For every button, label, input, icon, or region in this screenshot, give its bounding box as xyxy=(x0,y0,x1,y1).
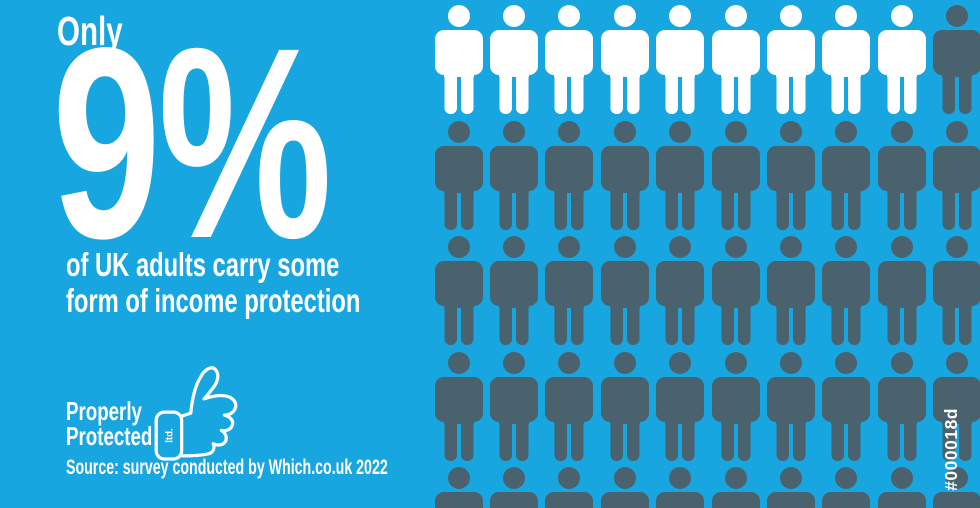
person-icon xyxy=(598,235,652,346)
person-icon xyxy=(487,351,541,462)
logo-line-2: Protected xyxy=(66,421,153,451)
person-icon xyxy=(930,4,980,115)
person-icon-highlighted xyxy=(709,4,763,115)
person-icon-highlighted xyxy=(432,4,486,115)
person-icon xyxy=(764,120,818,231)
person-icon xyxy=(432,351,486,462)
person-icon-highlighted xyxy=(764,4,818,115)
kicker-label: Only xyxy=(57,8,123,54)
person-icon xyxy=(653,120,707,231)
person-icon xyxy=(653,466,707,508)
person-icon xyxy=(930,235,980,346)
person-icon-highlighted xyxy=(542,4,596,115)
source-text: Source: survey conducted by Which.co.uk … xyxy=(66,455,388,479)
person-icon xyxy=(819,351,873,462)
person-icon xyxy=(487,235,541,346)
person-icon xyxy=(709,120,763,231)
pictogram-grid xyxy=(431,4,980,508)
person-icon xyxy=(542,466,596,508)
logo-suffix: ltd. xyxy=(164,428,175,443)
logo-line-1: Properly xyxy=(66,396,142,426)
reference-code: #000018d xyxy=(941,408,961,491)
person-icon xyxy=(764,351,818,462)
person-icon xyxy=(653,351,707,462)
person-icon xyxy=(487,466,541,508)
subtitle-line-1: of UK adults carry some xyxy=(66,246,340,283)
logo-wordmark: Properly Protected xyxy=(66,396,186,451)
person-icon xyxy=(875,466,929,508)
stat-label: 9% xyxy=(52,0,332,295)
person-icon xyxy=(598,466,652,508)
logo-cuff xyxy=(154,410,184,461)
subtitle: of UK adults carry some form of income p… xyxy=(66,247,475,319)
person-icon xyxy=(542,235,596,346)
person-icon xyxy=(709,466,763,508)
person-icon xyxy=(432,466,486,508)
person-icon-highlighted xyxy=(875,4,929,115)
subtitle-line-2: form of income protection xyxy=(66,282,361,319)
person-icon-highlighted xyxy=(819,4,873,115)
person-icon xyxy=(819,120,873,231)
person-icon xyxy=(709,235,763,346)
person-icon xyxy=(542,120,596,231)
thumbs-up-icon: ltd. xyxy=(154,366,238,461)
person-icon xyxy=(542,351,596,462)
person-icon xyxy=(875,235,929,346)
person-icon xyxy=(653,235,707,346)
person-icon xyxy=(764,235,818,346)
person-icon-highlighted xyxy=(598,4,652,115)
thumbs-up-hand xyxy=(180,366,238,458)
person-icon xyxy=(432,120,486,231)
person-icon xyxy=(930,120,980,231)
person-icon-highlighted xyxy=(653,4,707,115)
person-icon xyxy=(875,120,929,231)
person-icon xyxy=(432,235,486,346)
kicker-text: Only xyxy=(57,11,148,52)
person-icon xyxy=(598,120,652,231)
person-icon xyxy=(819,235,873,346)
person-icon xyxy=(819,466,873,508)
person-icon-highlighted xyxy=(487,4,541,115)
stat-value: 9% xyxy=(52,7,437,279)
person-icon xyxy=(487,120,541,231)
person-icon xyxy=(709,351,763,462)
person-icon xyxy=(764,466,818,508)
person-icon xyxy=(875,351,929,462)
person-icon xyxy=(598,351,652,462)
